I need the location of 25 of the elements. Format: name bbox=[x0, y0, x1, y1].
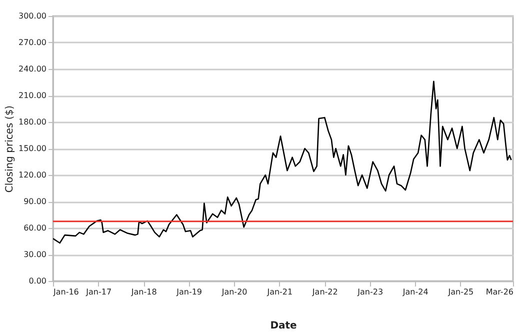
x-tick-label: Jan-20 bbox=[220, 288, 248, 296]
x-tick-label: Jan-19 bbox=[176, 288, 202, 296]
y-tick-label: 180.00 bbox=[18, 118, 46, 126]
y-tick-label: 90.00 bbox=[24, 197, 46, 206]
y-tick-label: 60.00 bbox=[24, 224, 46, 232]
y-axis-title: Closing prices ($) bbox=[4, 105, 16, 193]
x-tick-label: Mar-26 bbox=[486, 288, 514, 296]
y-tick-label: 210.00 bbox=[18, 91, 46, 100]
x-tick-label: Jan-18 bbox=[130, 288, 157, 296]
x-tick-label: Jan-23 bbox=[356, 288, 384, 296]
y-tick-label: 240.00 bbox=[18, 64, 46, 74]
line-series bbox=[53, 80, 512, 244]
x-tick-label: Jan-25 bbox=[447, 288, 474, 296]
x-tick-label: Jan-22 bbox=[311, 288, 338, 296]
y-tick-label: 270.00 bbox=[18, 38, 46, 47]
x-tick-label: Jan-16 bbox=[52, 288, 79, 296]
x-tick-label: Jan-17 bbox=[85, 288, 112, 296]
y-tick-label: 120.00 bbox=[18, 170, 46, 180]
y-tick-label: 30.00 bbox=[24, 250, 46, 259]
x-axis-title: Date bbox=[270, 320, 298, 332]
x-tick-label: Jan-24 bbox=[402, 288, 428, 296]
y-tick-label: 0.00 bbox=[28, 276, 46, 286]
y-tick-label: 300.00 bbox=[18, 12, 46, 20]
y-tick-label: 150.00 bbox=[18, 144, 46, 153]
x-tick-label: Jan-21 bbox=[266, 288, 293, 296]
